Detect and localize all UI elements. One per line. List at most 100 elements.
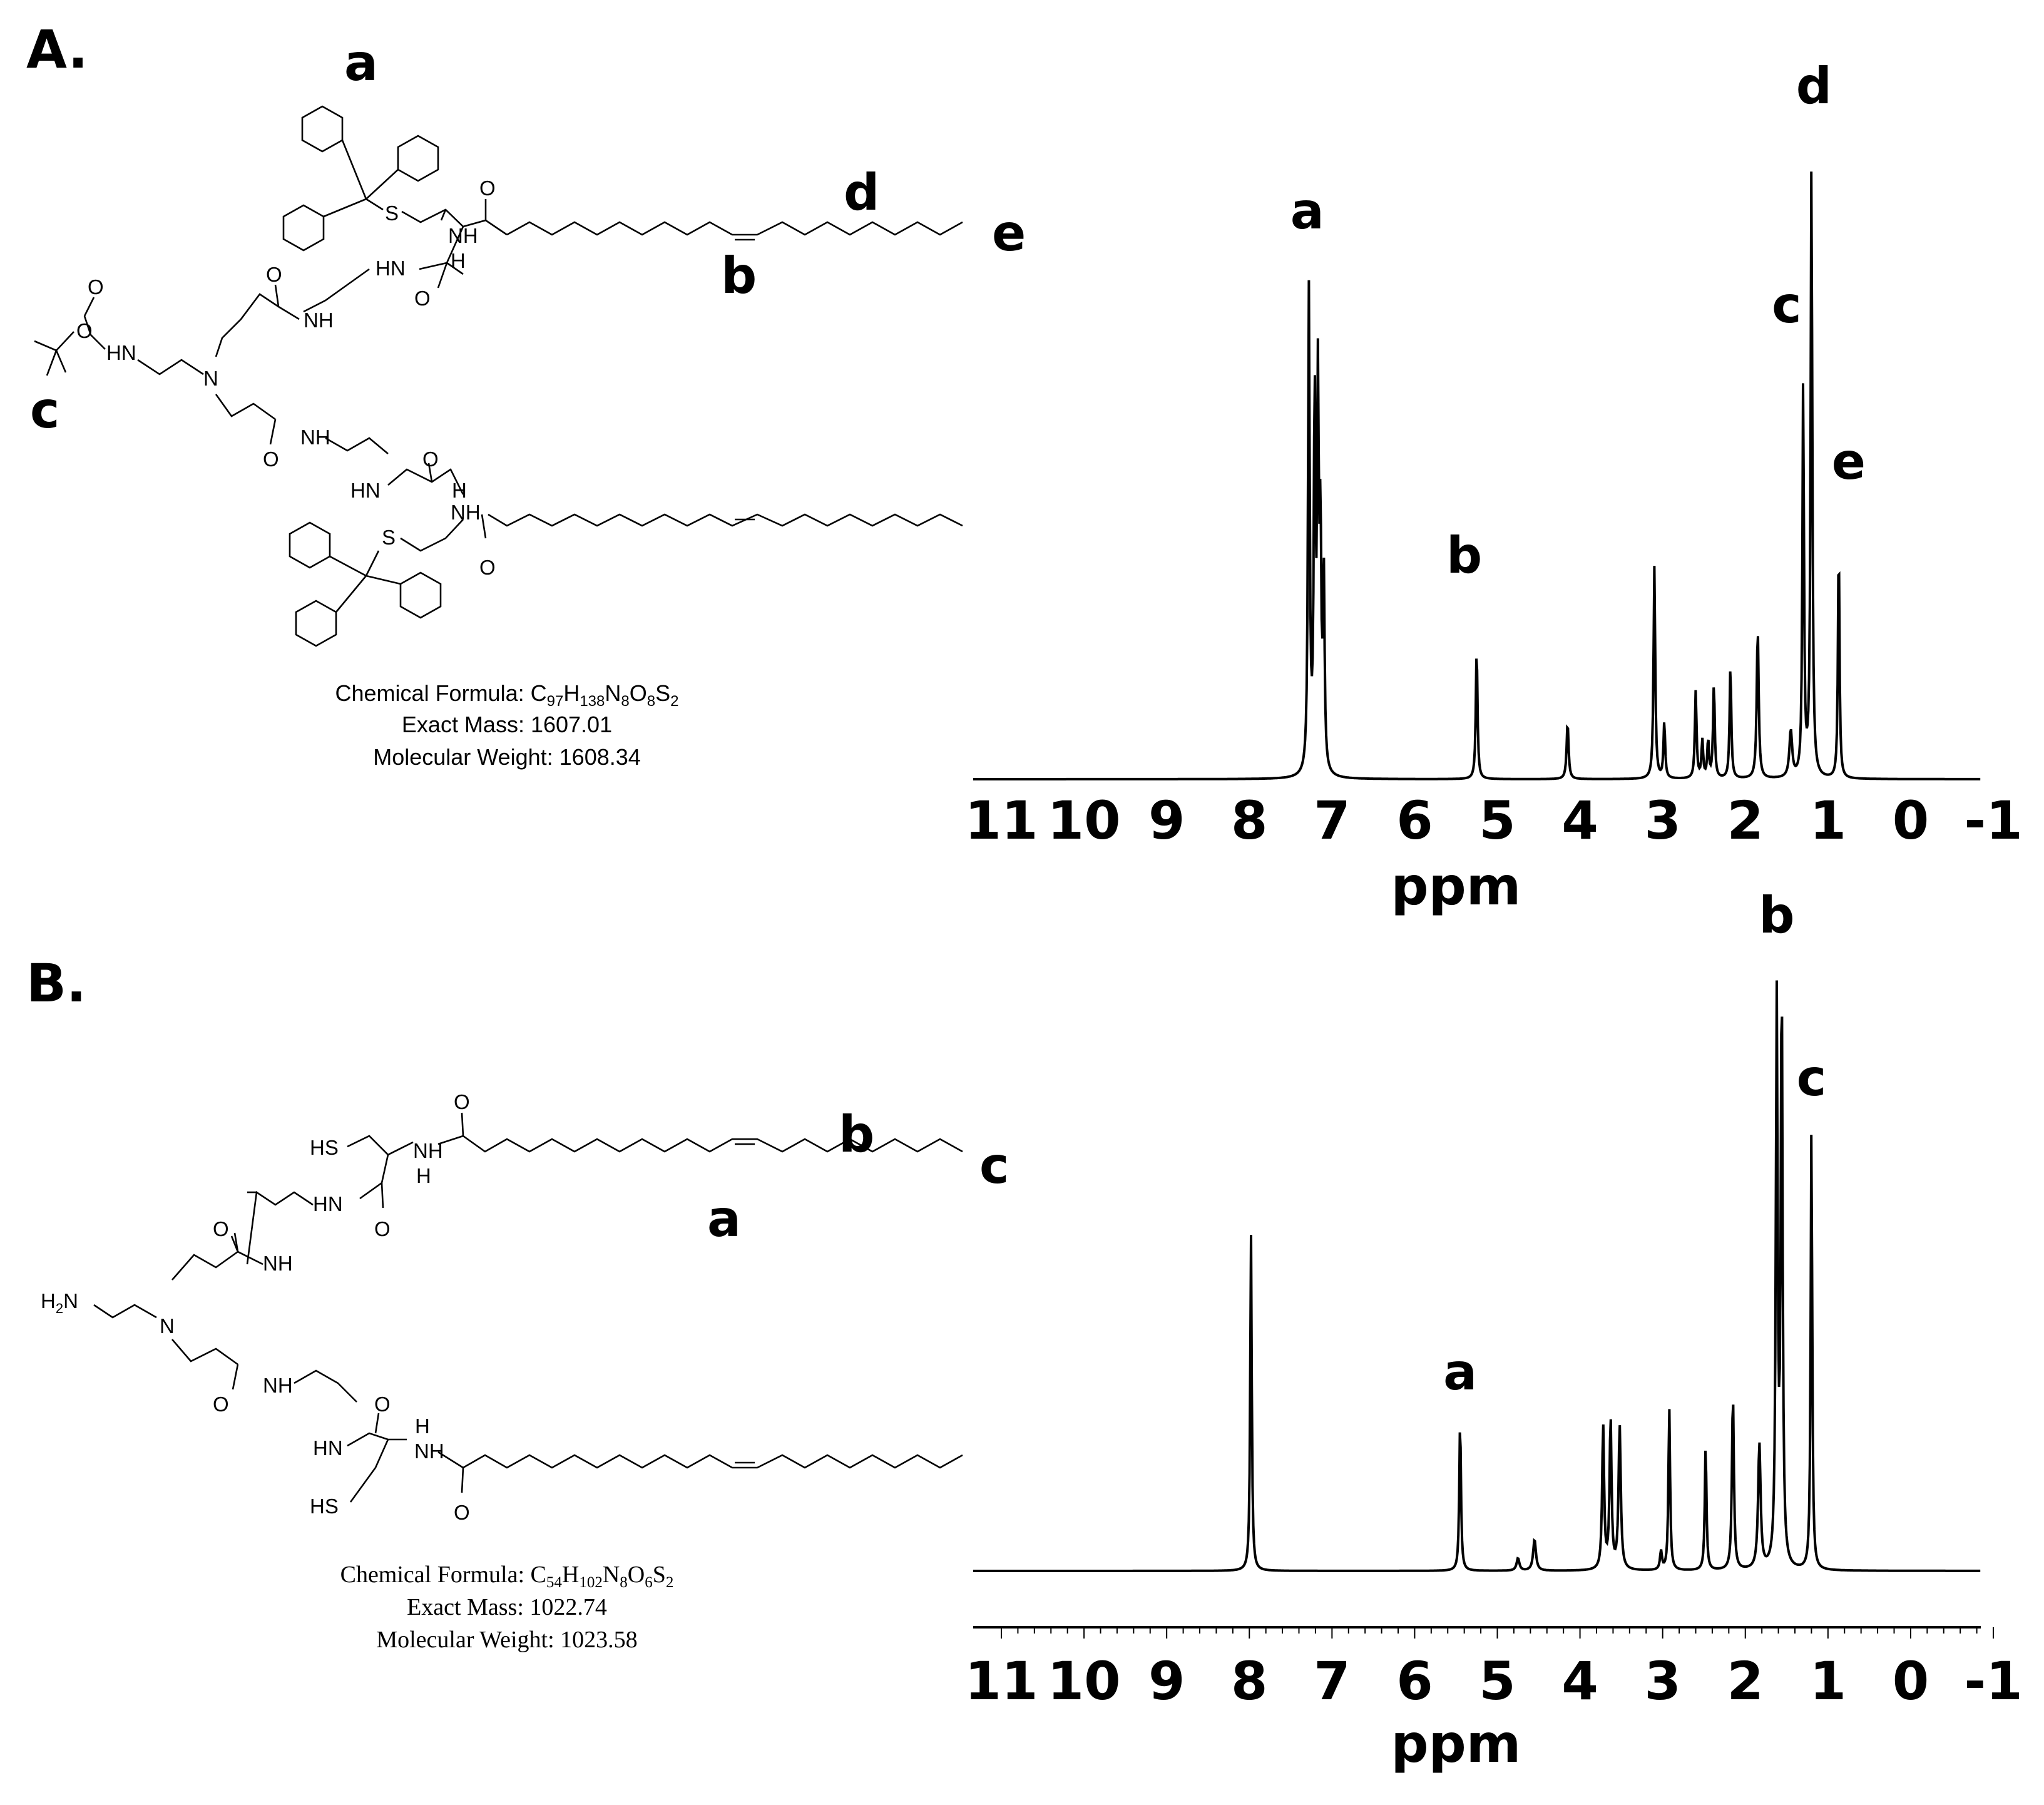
panel-b: B. b c a HS NH H O O HN NH O: [26, 886, 2023, 1774]
panel-a: A. a d e b c S NH H: [26, 19, 2023, 917]
atom-o-top-amide2-b: O: [374, 1217, 391, 1240]
panel-a-label: A.: [26, 19, 88, 80]
structure-a-label-c: c: [30, 381, 59, 439]
peak-annotation-a: a: [1290, 182, 1324, 240]
atom-hs-bottom: HS: [310, 1495, 339, 1518]
formula-a-chemical-formula: Chemical Formula: C97H138N8O8S2: [335, 680, 679, 710]
atom-o-lower-amide2: O: [422, 447, 439, 471]
atom-nh-upper: NH: [304, 309, 334, 332]
structure-b-label-b: b: [839, 1105, 874, 1163]
atom-n-central: N: [203, 367, 218, 390]
atom-o-lower-amide-b: O: [213, 1393, 229, 1416]
x-tick-label: 5: [1479, 790, 1515, 851]
atom-o-upper-amide-b: O: [213, 1217, 229, 1240]
atom-o-lower-amide2-b: O: [374, 1393, 391, 1416]
atom-o-top-carbonyl-b: O: [454, 1090, 470, 1113]
trityl-group-top: [282, 105, 439, 252]
structure-b-label-c: c: [979, 1137, 1009, 1195]
x-tick-label: 5: [1479, 1650, 1515, 1712]
x-tick-label: 8: [1231, 1650, 1267, 1712]
x-tick-label: 1: [1810, 1650, 1846, 1712]
x-tick-label: 0: [1893, 1650, 1929, 1712]
formula-block-a: Chemical Formula: C97H138N8O8S2 Exact Ma…: [335, 680, 679, 770]
atom-o-upper-amide: O: [266, 263, 282, 286]
atom-hn-top: HN: [376, 257, 406, 280]
atom-hn-top-b: HN: [313, 1192, 343, 1215]
spectrum-trace: [973, 171, 1981, 780]
molecule-a: a d e b c S NH H O: [30, 34, 1026, 647]
atom-n-central-b: N: [160, 1314, 175, 1337]
x-tick-label: 10: [1048, 1650, 1121, 1712]
peak-annotation-e: e: [1832, 432, 1866, 491]
x-tick-label: 4: [1561, 1650, 1598, 1712]
x-tick-label: 1: [1810, 790, 1846, 851]
x-axis-label: ppm: [1391, 856, 1521, 917]
structure-b-label-a: a: [707, 1190, 741, 1248]
peak-annotation-c: c: [1797, 1049, 1826, 1107]
structure-a-label-a: a: [344, 34, 378, 92]
structure-a-label-e: e: [992, 204, 1026, 262]
atom-h-bottom-amide: H: [452, 479, 467, 502]
atom-hn-lower: HN: [350, 479, 381, 502]
atom-hn-lower-b: HN: [313, 1436, 343, 1460]
atom-nh-top-amide-b: NH: [413, 1139, 443, 1162]
trityl-group-bottom: S: [289, 519, 464, 647]
atom-nh-top-amide: NH: [448, 224, 478, 247]
x-tick-label: 7: [1314, 1650, 1350, 1712]
atom-nh-bottom-amide: NH: [451, 501, 481, 524]
structure-a-label-b: b: [721, 247, 757, 305]
formula-b-molecular-weight: Molecular Weight: 1023.58: [376, 1627, 637, 1653]
x-tick-label: 11: [965, 1650, 1038, 1712]
atom-nh-lower-b: NH: [263, 1374, 293, 1397]
formula-b-exact-mass: Exact Mass: 1022.74: [407, 1594, 607, 1620]
x-tick-label: -1: [1964, 1650, 2022, 1712]
x-tick-label: 2: [1727, 790, 1764, 851]
atom-o-top-carbonyl: O: [479, 176, 496, 200]
x-tick-label: 8: [1231, 790, 1267, 851]
panel-b-label: B.: [26, 953, 86, 1014]
atom-h-top-amide: H: [451, 249, 466, 272]
atom-s-top: S: [385, 202, 399, 225]
molecule-b: b c a HS NH H O O HN NH O N: [41, 1090, 1009, 1524]
x-axis-label: ppm: [1391, 1713, 1521, 1774]
x-tick-label: 7: [1314, 790, 1350, 851]
formula-b-chemical-formula: Chemical Formula: C54H102N8O6S2: [340, 1562, 674, 1591]
atom-nh-lower: NH: [300, 426, 330, 449]
atom-o-top-amide2: O: [414, 287, 431, 310]
x-tick-label: 10: [1048, 790, 1121, 851]
atom-h-top-amide-b: H: [416, 1164, 431, 1187]
x-tick-label: 9: [1148, 1650, 1185, 1712]
x-tick-label: 6: [1396, 1650, 1433, 1712]
atom-o-boc-carbonyl: O: [88, 275, 104, 299]
peak-annotation-b: b: [1446, 526, 1482, 585]
atom-nh2-n: H2N: [41, 1289, 78, 1316]
formula-a-exact-mass: Exact Mass: 1607.01: [402, 712, 612, 737]
structure-a-label-d: d: [844, 163, 879, 222]
peak-annotation-c: c: [1772, 276, 1801, 334]
atom-o-lower-amide: O: [263, 447, 279, 471]
x-tick-label: 2: [1727, 1650, 1764, 1712]
x-tick-label: 3: [1644, 790, 1680, 851]
x-tick-label: 3: [1644, 1650, 1680, 1712]
atom-hn-boc: HN: [106, 341, 136, 364]
formula-a-molecular-weight: Molecular Weight: 1608.34: [373, 744, 641, 770]
atom-hs-top: HS: [310, 1136, 339, 1159]
peak-annotation-b: b: [1759, 886, 1794, 944]
x-tick-label: 9: [1148, 790, 1185, 851]
x-tick-label: 11: [965, 790, 1038, 851]
atom-nh-upper-b: NH: [263, 1252, 293, 1275]
atom-h-bottom-amide-b: H: [415, 1414, 430, 1438]
x-tick-label: -1: [1964, 790, 2022, 851]
x-tick-label: 0: [1893, 790, 1929, 851]
formula-block-b: Chemical Formula: C54H102N8O6S2 Exact Ma…: [340, 1562, 674, 1653]
spectrum-trace: [973, 980, 1981, 1572]
atom-o-bottom-carbonyl-b: O: [454, 1501, 470, 1524]
atom-o-bottom-carbonyl: O: [479, 556, 496, 579]
peak-annotation-d: d: [1796, 57, 1832, 115]
atom-o-boc-ester: O: [76, 319, 93, 342]
x-tick-label: 4: [1561, 790, 1598, 851]
peak-annotation-a: a: [1443, 1343, 1477, 1401]
